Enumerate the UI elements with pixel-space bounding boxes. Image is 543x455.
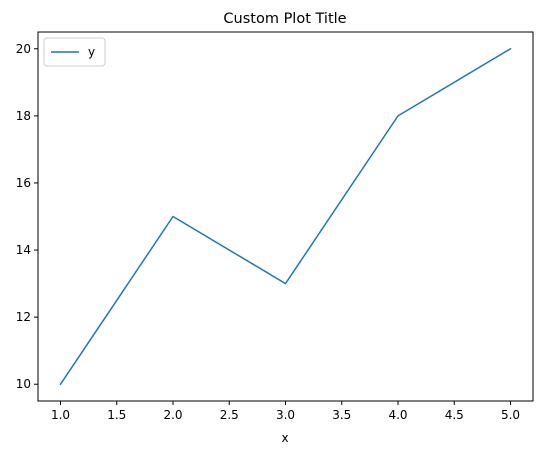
y-tick-label: 18 (16, 109, 31, 123)
plot-area (38, 32, 533, 401)
y-tick-label: 20 (16, 42, 31, 56)
series-layer (59, 47, 512, 386)
x-axis-ticks: 1.0 1.5 2.0 2.5 3.0 3.5 4.0 4.5 5.0 (51, 401, 520, 422)
y-axis-ticks: 10 12 14 16 18 20 (16, 42, 38, 391)
x-tick-label: 1.0 (51, 408, 70, 422)
x-tick-label: 5.0 (501, 408, 520, 422)
y-tick-label: 14 (16, 243, 31, 257)
legend: y (43, 37, 106, 67)
x-tick-label: 1.5 (107, 408, 126, 422)
x-tick-label: 3.5 (332, 408, 351, 422)
chart-title: Custom Plot Title (223, 11, 346, 27)
y-tick-label: 12 (16, 310, 31, 324)
x-axis-label: x (281, 431, 288, 445)
legend-label-y: y (88, 45, 95, 59)
y-tick-label: 16 (16, 176, 31, 190)
x-tick-label: 2.0 (163, 408, 182, 422)
x-tick-label: 4.5 (445, 408, 464, 422)
x-tick-label: 2.5 (220, 408, 239, 422)
plot-frame (37, 31, 534, 402)
x-tick-label: 3.0 (276, 408, 295, 422)
x-tick-label: 4.0 (388, 408, 407, 422)
y-tick-label: 10 (16, 377, 31, 391)
